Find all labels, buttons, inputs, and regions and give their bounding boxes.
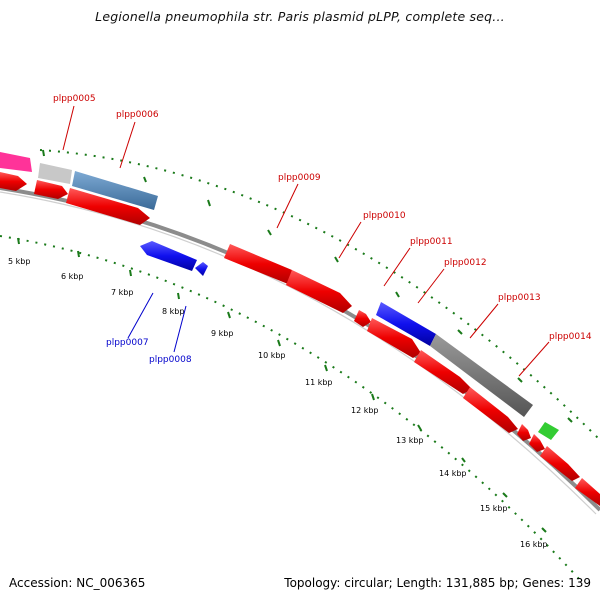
outer-feature-ring (0, 152, 559, 440)
gene-label[interactable]: plpp0011 (410, 237, 453, 247)
gene-label[interactable]: plpp0014 (549, 332, 592, 342)
scale-label: 5 kbp (8, 257, 30, 266)
feature-plpp0006[interactable] (72, 171, 158, 210)
scale-label: 9 kbp (211, 329, 233, 338)
scale-label: 11 kbp (305, 378, 333, 387)
scale-label: 6 kbp (61, 272, 83, 281)
scale-label: 12 kbp (351, 406, 379, 415)
gene-arrow-red[interactable] (575, 478, 600, 506)
gene-arrow-red[interactable] (66, 188, 150, 225)
scale-label: 14 kbp (439, 469, 467, 478)
scale-label: 16 kbp (520, 540, 548, 549)
gene-labels: plpp0005 plpp0006 plpp0007 plpp0008 plpp… (53, 94, 592, 365)
accession-label: Accession: NC_006365 (9, 576, 146, 590)
gene-arrow-red[interactable] (0, 172, 27, 191)
scale-label: 13 kbp (396, 436, 424, 445)
scale-label: 7 kbp (111, 288, 133, 297)
feature-plpp0014[interactable] (538, 422, 559, 440)
outer-tick-track (39, 149, 600, 441)
gene-arrow-plpp0009[interactable] (286, 270, 352, 313)
gene-label[interactable]: plpp0007 (106, 338, 149, 348)
label-leader-lines (62, 105, 550, 377)
gene-arrow-plpp0012[interactable] (414, 350, 472, 394)
gene-arrow-plpp0012[interactable] (367, 318, 421, 358)
gene-label[interactable]: plpp0009 (278, 173, 321, 183)
backbone-outer (0, 186, 600, 512)
gene-label[interactable]: plpp0005 (53, 94, 96, 104)
gene-arrow-red[interactable] (529, 434, 545, 452)
scale-track (0, 235, 581, 581)
gene-arrow-plpp0007[interactable] (140, 241, 197, 271)
gene-arrow-red[interactable] (463, 387, 518, 433)
scale-label: 10 kbp (258, 351, 286, 360)
gene-arrow-plpp0008[interactable] (195, 262, 208, 276)
scale-major-ticks (17, 237, 547, 533)
gene-arrow-plpp0009[interactable] (224, 244, 292, 284)
gene-arrow-red[interactable] (34, 180, 68, 199)
gene-label[interactable]: plpp0012 (444, 258, 487, 268)
outer-major-ticks (42, 149, 573, 423)
gene-label[interactable]: plpp0013 (498, 293, 541, 303)
topology-summary: Topology: circular; Length: 131,885 bp; … (284, 576, 591, 590)
gene-label[interactable]: plpp0010 (363, 211, 406, 221)
scale-label: 8 kbp (162, 307, 184, 316)
feature-plpp0013[interactable] (430, 334, 533, 417)
reverse-strand-ring (140, 241, 208, 276)
gene-arrow-red[interactable] (517, 424, 531, 441)
scale-labels: 5 kbp 6 kbp 7 kbp 8 kbp 9 kbp 10 kbp 11 … (8, 257, 548, 549)
feature-light-gray[interactable] (38, 163, 72, 184)
scale-label: 15 kbp (480, 504, 508, 513)
feature-magenta[interactable] (0, 152, 32, 172)
backbone-inner (0, 191, 597, 515)
page-title: Legionella pneumophila str. Paris plasmi… (95, 9, 505, 24)
feature-plpp0011[interactable] (376, 302, 436, 346)
gene-label[interactable]: plpp0006 (116, 110, 159, 120)
gene-label[interactable]: plpp0008 (149, 355, 192, 365)
gene-arrow-red[interactable] (540, 446, 580, 481)
gene-arrow-plpp0010[interactable] (354, 310, 371, 327)
forward-strand-ring (0, 172, 600, 506)
